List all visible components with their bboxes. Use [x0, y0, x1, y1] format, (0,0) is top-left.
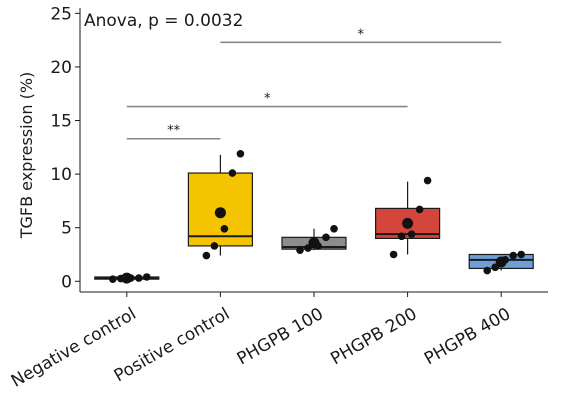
- category-label: PHGPB 200: [327, 304, 420, 369]
- data-point: [228, 169, 237, 177]
- data-point: [296, 246, 304, 255]
- data-point: [210, 242, 219, 250]
- mean-point: [402, 217, 414, 229]
- y-axis-title: TGFB expression (%): [17, 72, 36, 240]
- data-point: [143, 273, 151, 281]
- mean-point: [495, 256, 507, 268]
- data-points: [109, 149, 525, 284]
- anova-annotation: Anova, p = 0.0032: [84, 11, 243, 31]
- mean-point: [121, 272, 133, 284]
- mean-point: [214, 207, 226, 219]
- data-point: [509, 251, 517, 260]
- data-point: [109, 275, 117, 283]
- data-point: [330, 224, 338, 233]
- data-point: [236, 149, 245, 158]
- boxes: [94, 154, 534, 280]
- category-label: PHGPB 100: [234, 304, 327, 369]
- data-point: [397, 232, 406, 241]
- data-point: [202, 251, 211, 260]
- data-point: [389, 250, 398, 259]
- y-tick-label: 5: [61, 219, 72, 239]
- y-tick-label: 10: [50, 165, 72, 185]
- y-tick-label: 25: [50, 4, 72, 24]
- data-point: [407, 230, 416, 238]
- significance-label: *: [264, 92, 271, 107]
- category-label: PHGPB 400: [421, 304, 514, 369]
- significance-label: **: [167, 124, 181, 139]
- data-point: [517, 250, 525, 259]
- mean-point: [308, 237, 320, 249]
- significance-bars: ****: [126, 27, 502, 140]
- data-point: [220, 224, 229, 233]
- data-point: [415, 205, 424, 214]
- data-point: [483, 266, 492, 275]
- y-tick-label: 15: [50, 112, 72, 132]
- y-tick-label: 0: [61, 272, 72, 292]
- data-point: [322, 233, 330, 242]
- data-point: [135, 274, 143, 282]
- axes: 0 5 10 15 20 25: [50, 4, 548, 297]
- significance-label: *: [358, 27, 365, 42]
- y-tick-label: 20: [50, 58, 72, 78]
- data-point: [423, 176, 432, 185]
